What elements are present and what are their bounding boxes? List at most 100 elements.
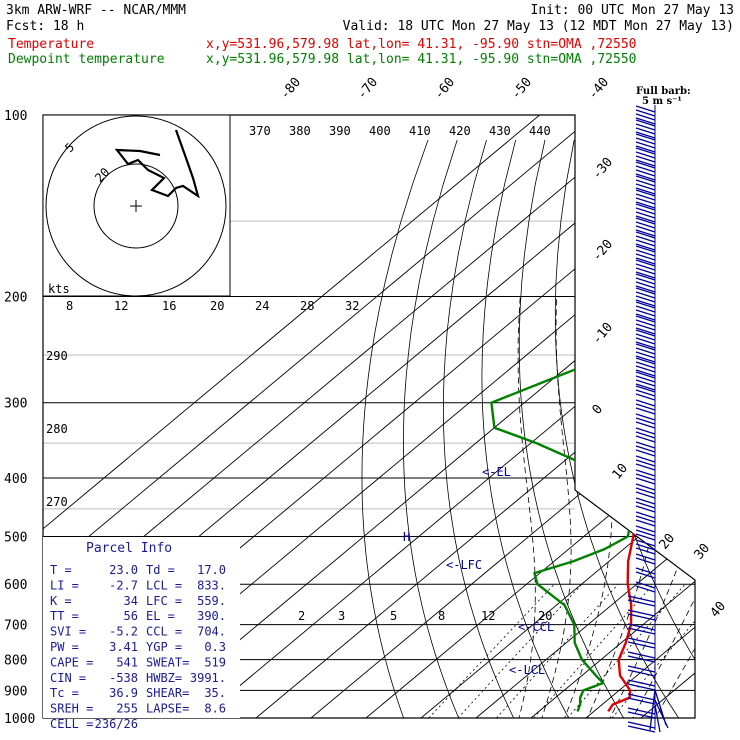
parcel-key2-9: LAPSE= bbox=[146, 702, 189, 716]
isotherm-label-6: -20 bbox=[590, 237, 617, 265]
parcel-value-4: -5.2 bbox=[109, 625, 138, 639]
dry-adiabat-260 bbox=[361, 139, 429, 718]
pressure-label-200: 200 bbox=[4, 291, 27, 306]
pressure-label-1000: 1000 bbox=[4, 712, 35, 727]
wind-barb bbox=[635, 427, 656, 443]
dewpoint-legend-label: Dewpoint temperature bbox=[8, 52, 165, 67]
wind-barb bbox=[635, 133, 656, 153]
isotherm-label-10: 20 bbox=[657, 531, 679, 553]
wind-barb bbox=[635, 147, 656, 167]
wind-barb bbox=[635, 413, 656, 429]
wind-barb bbox=[635, 287, 656, 307]
parcel-key-0: T = bbox=[50, 563, 72, 577]
level-label-lfc: <-LFC bbox=[446, 558, 482, 572]
dry-adiabat-300 bbox=[518, 139, 632, 718]
wind-barb bbox=[627, 595, 656, 607]
parcel-key2-1: LCL = bbox=[146, 578, 182, 592]
theta-label-440: 440 bbox=[529, 124, 551, 138]
barb-key-value: 5 m s⁻¹ bbox=[642, 96, 682, 107]
wind-barb bbox=[635, 553, 656, 565]
parcel-key-7: CIN = bbox=[50, 671, 86, 685]
parcel-key-4: SVI = bbox=[50, 625, 86, 639]
parcel-key2-0: Td = bbox=[146, 563, 175, 577]
model-title: 3km ARW-WRF -- NCAR/MMM bbox=[6, 3, 186, 18]
parcel-value-5: 3.41 bbox=[109, 640, 138, 654]
wind-barb bbox=[635, 497, 656, 513]
moist-adiabat-34 bbox=[647, 296, 695, 718]
parcel-info-box: Parcel Info T = 23.0 Td = 17.0 LI = -2.7 LCL = 8… bbox=[43, 537, 240, 731]
mixing-ratio-label-5: 5 bbox=[390, 609, 397, 623]
wind-barb bbox=[635, 539, 656, 555]
temperature-profile bbox=[607, 115, 695, 713]
isotherm-20 bbox=[585, 115, 695, 718]
mixing-ratio-label-8: 8 bbox=[438, 609, 445, 623]
wind-barb bbox=[635, 343, 656, 363]
pressure-label-600: 600 bbox=[4, 578, 27, 593]
parcel-key2-2: LFC = bbox=[146, 594, 182, 608]
mixing-ratio-12 bbox=[567, 583, 686, 718]
parcel-key-10: CELL = bbox=[50, 717, 93, 731]
pressure-label-800: 800 bbox=[4, 654, 27, 669]
parcel-value2-2: 559. bbox=[197, 594, 226, 608]
level-label-ccl: <-CCL bbox=[518, 620, 554, 634]
wind-barb bbox=[627, 679, 656, 691]
pressure-label-400: 400 bbox=[4, 472, 27, 487]
isotherm--50 bbox=[200, 115, 695, 718]
theta-label-370: 370 bbox=[249, 124, 271, 138]
moist-adiabat-30 bbox=[625, 296, 695, 718]
pressure-label-300: 300 bbox=[4, 397, 27, 412]
isotherm--120 bbox=[43, 115, 540, 718]
wind-barb bbox=[635, 231, 656, 251]
wind-barb bbox=[635, 203, 656, 223]
parcel-key-2: K = bbox=[50, 594, 72, 608]
parcel-value2-3: 390. bbox=[197, 609, 226, 623]
mixing-ratio-label-12: 12 bbox=[481, 609, 495, 623]
isotherm-label-11: 30 bbox=[692, 541, 714, 563]
wind-barb bbox=[635, 119, 656, 139]
isotherm-0 bbox=[475, 115, 695, 718]
wind-barb bbox=[635, 455, 656, 471]
wind-barb bbox=[635, 441, 656, 457]
hodograph-ring-1 bbox=[45, 115, 227, 297]
wind-barb-lowlevel bbox=[649, 689, 669, 733]
wind-barb bbox=[627, 609, 656, 621]
dry-adiabat-360 bbox=[720, 140, 740, 731]
wind-barb bbox=[635, 315, 656, 335]
theta-label-420: 420 bbox=[449, 124, 471, 138]
parcel-value-0: 23.0 bbox=[109, 563, 138, 577]
isotherm--10 bbox=[420, 115, 695, 718]
wind-barb bbox=[635, 329, 656, 349]
isotherm--20 bbox=[365, 115, 695, 718]
hodograph-trace bbox=[114, 129, 200, 199]
isotherm--60 bbox=[145, 115, 695, 718]
wind-barb bbox=[635, 245, 656, 265]
dry-adiabat-350 bbox=[688, 139, 695, 718]
parcel-value2-6: 519 bbox=[204, 655, 226, 669]
hodo-speed-label-28: 28 bbox=[300, 299, 314, 313]
isotherm-label-7: -10 bbox=[590, 320, 617, 348]
hodograph-units: kts bbox=[48, 282, 70, 296]
hodo-speed-label-8: 8 bbox=[66, 299, 73, 313]
wind-barb bbox=[627, 651, 656, 663]
parcel-key2-4: CCL = bbox=[146, 625, 182, 639]
parcel-value2-9: 8.6 bbox=[204, 702, 226, 716]
parcel-key2-6: SWEAT= bbox=[146, 655, 189, 669]
isotherm-label-3: -50 bbox=[509, 75, 536, 103]
parcel-value2-1: 833. bbox=[197, 578, 226, 592]
wind-barb bbox=[635, 483, 656, 499]
pressure-label-900: 900 bbox=[4, 684, 27, 699]
parcel-value2-8: 35. bbox=[204, 686, 226, 700]
theta-left-label-280: 280 bbox=[46, 422, 68, 436]
parcel-value2-5: 0.3 bbox=[204, 640, 226, 654]
dry-adiabat-270 bbox=[402, 139, 465, 718]
isotherm-30 bbox=[640, 115, 695, 718]
parcel-value-7: -538 bbox=[109, 671, 138, 685]
wind-barb bbox=[635, 371, 656, 391]
hodograph-ring-0 bbox=[93, 163, 179, 249]
mixing-ratio-label-2: 2 bbox=[298, 609, 305, 623]
dry-adiabat-290 bbox=[481, 139, 577, 718]
hodo-speed-label-12: 12 bbox=[114, 299, 128, 313]
wind-barb bbox=[635, 175, 656, 195]
dry-adiabat-330 bbox=[623, 139, 695, 718]
